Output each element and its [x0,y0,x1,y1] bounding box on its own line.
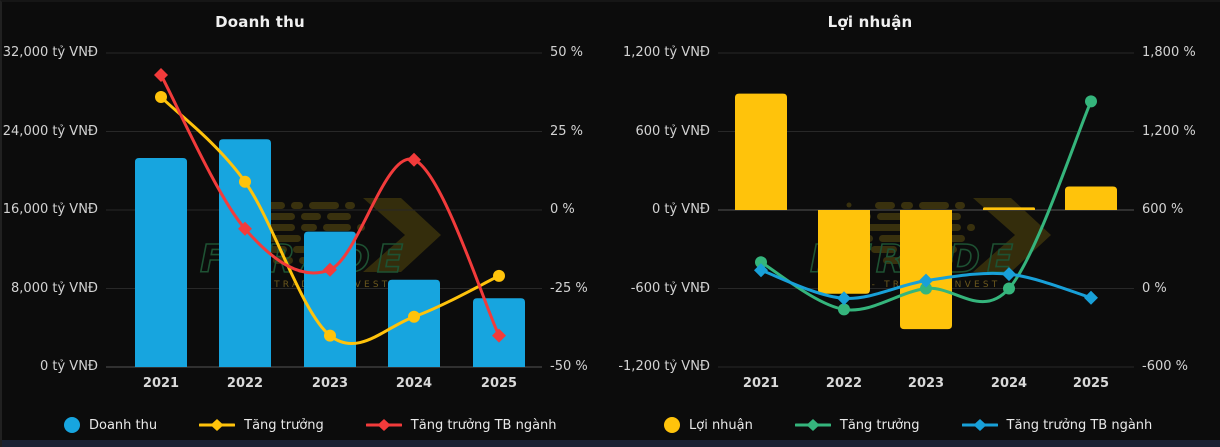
tang-truong-point-2023[interactable] [920,282,932,295]
loi-nhuan-bar-2022[interactable] [818,210,870,294]
profit-chart-panel: Lợi nhuận FTRADEDATA - TRADE - INVEST 1,2… [612,2,1220,442]
doanh-thu-bar-2022[interactable] [219,139,271,367]
y-axis-left-tick: 16,000 tỷ VNĐ [2,202,98,217]
legend-line-marker [961,419,998,431]
legend-label: Tăng trưởng [244,417,324,433]
y-axis-left-tick: 0 tỷ VNĐ [39,359,98,374]
y-axis-right-tick: -25 % [550,280,588,296]
bottom-strip [2,440,1220,447]
tang-truong-tb-nganh-point-2022[interactable] [837,291,851,306]
tang-truong-point-2025[interactable] [493,269,505,282]
loi-nhuan-bar-2025[interactable] [1065,186,1117,211]
x-axis-label-2024: 2024 [395,376,433,391]
loi-nhuan-bar-2023[interactable] [900,210,952,330]
tang-truong-tb-nganh-point-2025[interactable] [492,328,506,343]
tang-truong-tb-nganh-point-2025[interactable] [1084,290,1098,305]
watermark-tagline-text: DATA - TRADE - INVEST [220,280,391,290]
legend-item-doanh-thu[interactable]: Doanh thu [64,417,157,433]
legend-line-marker [365,419,402,431]
tang-truong-point-2022[interactable] [838,303,850,316]
y-axis-right-tick: 0 % [1142,280,1167,296]
y-axis-left-tick: -1,200 tỷ VNĐ [618,359,710,374]
tang-truong-tb-nganh-point-2021[interactable] [754,263,768,278]
y-axis-left-tick: 32,000 tỷ VNĐ [2,45,98,60]
legend-line-marker [199,419,236,431]
tang-truong-point-2022[interactable] [239,175,251,188]
legend-label: Tăng trưởng TB ngành [1006,417,1153,433]
tang-truong-tb-nganh-point-2022[interactable] [238,221,252,236]
x-axis-label-2021: 2021 [742,376,780,391]
x-axis-label-2022: 2022 [226,376,264,391]
x-axis-label-2023: 2023 [311,376,349,391]
x-axis-label-2025: 2025 [480,376,518,391]
tang-truong-tb-nganh-point-2024[interactable] [407,152,421,167]
loi-nhuan-bar-2024[interactable] [983,207,1035,210]
legend-line-marker [794,419,831,431]
legend-item-loi-nhuan[interactable]: Lợi nhuận [664,417,753,433]
tang-truong-point-2021[interactable] [755,256,767,269]
legend-item-tang-truong-tb-nganh[interactable]: Tăng trưởng TB ngành [961,417,1153,433]
revenue-chart-title: Doanh thu [215,13,305,31]
x-axis-label-2025: 2025 [1072,376,1110,391]
y-axis-right-tick: -50 % [550,359,588,374]
y-axis-left-tick: -600 tỷ VNĐ [630,280,710,296]
y-axis-left-tick: 8,000 tỷ VNĐ [11,280,98,296]
y-axis-right-tick: 50 % [550,45,584,60]
y-axis-left-tick: 1,200 tỷ VNĐ [623,45,710,60]
y-axis-right-tick: 1,800 % [1142,45,1196,60]
legend-circle-marker [64,417,80,433]
legend-label: Tăng trưởng [839,417,920,433]
profit-chart-title: Lợi nhuận [827,13,913,31]
y-axis-right-tick: 25 % [550,123,584,139]
tang-truong-tb-nganh-line [159,73,501,338]
revenue-chart-panel: Doanh thu FTRADEDATA - TRADE - INVEST 32,… [2,2,612,442]
legend-item-tang-truong[interactable]: Tăng trưởng [794,417,920,433]
doanh-thu-bar-2024[interactable] [388,279,440,367]
tang-truong-point-2023[interactable] [324,329,336,342]
legend-label: Lợi nhuận [689,417,753,433]
doanh-thu-chart-canvas: FTRADEDATA - TRADE - INVEST [106,52,542,368]
tang-truong-tb-nganh-point-2023[interactable] [323,262,337,277]
tang-truong-point-2025[interactable] [1085,95,1097,108]
revenue-plot-area: FTRADEDATA - TRADE - INVEST 32,000 tỷ VNĐ… [2,2,612,402]
tang-truong-point-2024[interactable] [408,310,420,323]
profit-plot-area: FTRADEDATA - TRADE - INVEST 1,200 tỷ VNĐ 6… [612,2,1220,402]
x-axis-label-2022: 2022 [825,376,863,391]
revenue-legend: Doanh thu Tăng trưởng Tăng trưởng TB ngành [2,411,674,439]
profit-legend: Lợi nhuận Tăng trưởng Tăng trưởng TB ngành [612,411,1220,439]
tang-truong-tb-nganh-point-2024[interactable] [1002,267,1016,282]
y-axis-right-tick: 600 % [1142,202,1184,217]
loi-nhuan-chart-canvas: FTRADEDATA - TRADE - INVEST [718,52,1134,368]
y-axis-left-tick: 0 tỷ VNĐ [651,202,710,217]
tang-truong-tb-nganh-point-2023[interactable] [919,273,933,288]
legend-circle-marker [664,417,680,433]
y-axis-right-tick: 1,200 % [1142,123,1196,139]
legend-item-tang-truong[interactable]: Tăng trưởng [199,418,324,433]
y-axis-left-tick: 24,000 tỷ VNĐ [2,123,98,139]
tang-truong-point-2021[interactable] [155,91,167,103]
doanh-thu-bar-2023[interactable] [304,231,356,367]
legend-item-tang-truong-tb-nganh[interactable]: Tăng trưởng TB ngành [365,417,557,433]
legend-label: Tăng trưởng TB ngành [410,417,557,433]
y-axis-right-tick: 0 % [550,202,575,217]
y-axis-right-tick: -600 % [1142,359,1188,374]
x-axis-label-2023: 2023 [907,376,945,391]
tang-truong-point-2024[interactable] [1003,282,1015,295]
loi-nhuan-bar-2021[interactable] [735,93,787,210]
tang-truong-line [159,95,501,346]
legend-label: Doanh thu [89,417,158,433]
x-axis-label-2021: 2021 [142,376,180,391]
tang-truong-tb-nganh-point-2021[interactable] [154,68,168,82]
y-axis-left-tick: 600 tỷ VNĐ [635,123,710,139]
doanh-thu-bar-2021[interactable] [135,158,187,367]
tang-truong-line [759,99,1093,312]
x-axis-label-2024: 2024 [990,376,1028,391]
